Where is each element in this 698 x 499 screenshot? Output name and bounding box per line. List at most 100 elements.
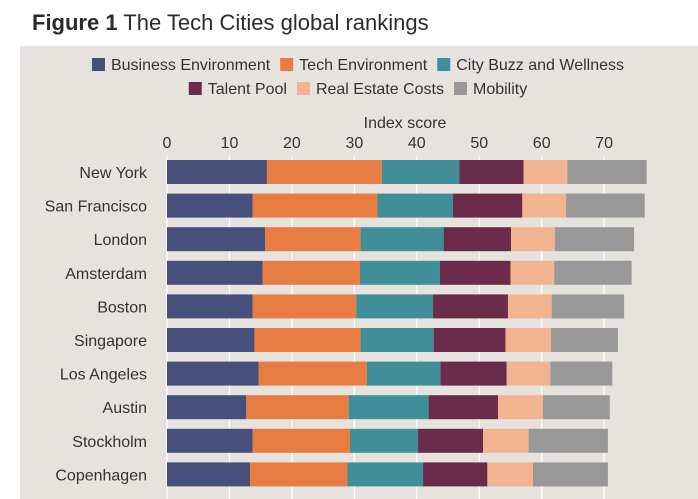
bar-segment [523,160,568,184]
bar-segment [254,328,361,352]
figure-title-text: The Tech Cities global rankings [123,10,429,35]
legend-label: Talent Pool [208,81,287,98]
legend: Business Environment Tech Environment City… [91,57,624,98]
bar-segment [550,361,613,386]
category-label: Stockholm [72,434,147,451]
bar-segment [167,462,251,487]
category-label: Boston [97,299,147,316]
category-label: Copenhagen [55,467,147,484]
bar-segment [507,294,552,319]
x-tick-label: 70 [595,135,613,152]
bar-segment [167,160,267,184]
bar-segment [439,260,511,285]
bar-segment [551,294,625,319]
category-labels: New York San Francisco London Amsterdam Bost… [45,165,148,484]
bar-segment [459,160,524,184]
bar-segment [554,260,632,285]
bar-segment [167,328,255,352]
bar-segment [505,328,552,352]
bar-segment [418,428,483,453]
x-tick-label: 0 [163,135,172,152]
legend-item: Business Environment [91,57,271,74]
bar-segment [266,160,382,184]
bar-segment [443,227,512,252]
bar-segment [167,227,266,252]
bar-segment [566,193,645,218]
legend-label: Business Environment [111,57,271,74]
legend-item: Mobility [454,81,527,98]
bar-segment [511,227,555,252]
bar-segment [433,294,508,319]
legend-swatch [437,58,451,71]
legend-swatch [91,58,105,71]
bar-segment [167,294,253,319]
x-tick-label: 10 [221,135,239,152]
bar-segment [348,395,429,420]
figure-title: Figure 1 The Tech Cities global rankings [32,10,429,40]
bar-segment [252,428,350,453]
bar-segment [360,328,434,352]
bar-segment [167,428,253,453]
x-axis-ticks: 0 10 20 30 40 50 60 70 [163,135,614,152]
bar-segment [542,395,610,420]
bar-segment [252,193,378,218]
legend-item: City Buzz and Wellness [437,57,624,74]
category-label: Singapore [74,333,147,350]
bar-segment [551,328,618,352]
bar-segment [440,361,507,386]
bar-segment [167,395,247,420]
bar-segment [482,428,529,453]
x-tick-label: 60 [533,135,551,152]
legend-swatch [188,82,202,95]
bar-segment [167,361,259,386]
x-axis-label: Index score [364,115,447,132]
bar-segment [428,395,498,420]
legend-label: City Buzz and Wellness [456,57,624,74]
category-label: New York [79,165,148,182]
legend-item: Real Estate Costs [296,81,444,98]
bar-segment [265,227,361,252]
x-tick-label: 30 [345,135,363,152]
bar-segment [532,462,608,487]
legend-label: Tech Environment [299,57,428,74]
bar-segment [359,260,440,285]
bar-segment [366,361,441,386]
bar-segment [349,428,419,453]
bar-segment [360,227,444,252]
bar-segment [347,462,424,487]
legend-label: Mobility [473,81,527,98]
legend-swatch [454,82,467,95]
bar-segment [377,193,454,218]
legend-swatch [296,82,310,95]
bar-segment [356,294,434,319]
legend-swatch [280,58,294,71]
bar-segment [510,260,555,285]
bar-segment [487,462,533,487]
bar-segment [262,260,360,285]
bar-segment [528,428,608,453]
bar-segment [567,160,647,184]
bars [167,160,647,487]
bar-segment [497,395,543,420]
bar-segment [453,193,523,218]
category-label: San Francisco [45,199,147,216]
bar-segment [381,160,460,184]
bar-segment [423,462,488,487]
bar-segment [506,361,551,386]
bar-segment [246,395,349,420]
bar-segment [554,227,635,252]
x-tick-label: 50 [470,135,488,152]
category-label: Los Angeles [60,367,147,384]
bar-segment [252,294,357,319]
bar-segment [522,193,567,218]
legend-label: Real Estate Costs [316,81,444,98]
bar-segment [433,328,506,352]
category-label: Amsterdam [65,266,147,283]
category-label: Austin [103,400,147,417]
bar-segment [167,193,253,218]
category-label: London [94,232,147,249]
legend-item: Talent Pool [188,81,287,98]
figure-label: Figure 1 [32,10,118,35]
bar-segment [250,462,348,487]
